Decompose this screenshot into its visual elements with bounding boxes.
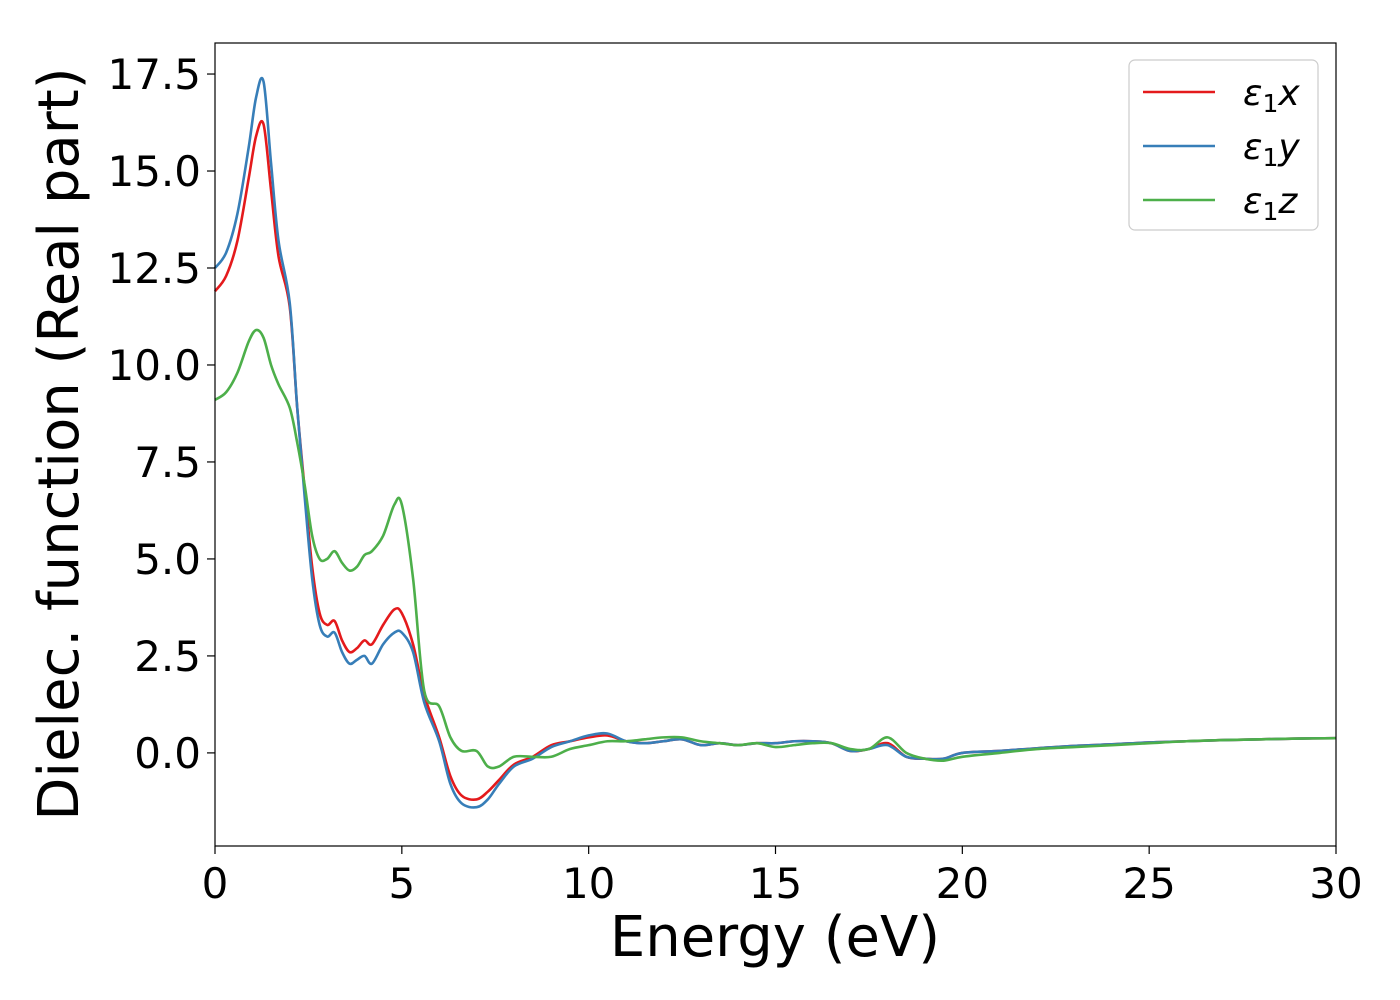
x-axis-ticks: 0 5 10 15 20 25 30 <box>202 846 1363 908</box>
x-tick-label: 15 <box>749 859 802 908</box>
y-tick-label: 17.5 <box>107 50 201 99</box>
series-layer <box>213 76 1337 809</box>
series-line-z <box>214 328 1337 770</box>
y-axis-title: Dielec. function (Real part) <box>27 67 92 820</box>
legend-label-x: ε1x <box>1243 73 1300 118</box>
x-axis-title: Energy (eV) <box>610 905 940 970</box>
y-axis-ticks: 0.0 2.5 5.0 7.5 10.0 12.5 15.0 17.5 <box>107 50 215 778</box>
x-tick-label: 25 <box>1122 859 1175 908</box>
y-tick-label: 15.0 <box>107 147 201 196</box>
x-tick-label: 0 <box>202 859 229 908</box>
x-tick-label: 30 <box>1309 859 1362 908</box>
y-tick-label: 12.5 <box>107 244 201 293</box>
legend: ε1x ε1y ε1z <box>1128 59 1319 231</box>
y-tick-label: 7.5 <box>134 438 201 487</box>
x-tick-label: 10 <box>562 859 615 908</box>
y-tick-label: 10.0 <box>107 341 201 390</box>
y-tick-label: 0.0 <box>134 729 201 778</box>
x-tick-label: 20 <box>936 859 989 908</box>
series-line-y <box>213 76 1337 809</box>
y-tick-label: 2.5 <box>134 632 201 681</box>
y-tick-label: 5.0 <box>134 535 201 584</box>
legend-label-z: ε1z <box>1243 181 1298 226</box>
x-tick-label: 5 <box>388 859 415 908</box>
legend-label-y: ε1y <box>1243 127 1300 172</box>
legend-box <box>1128 59 1319 231</box>
